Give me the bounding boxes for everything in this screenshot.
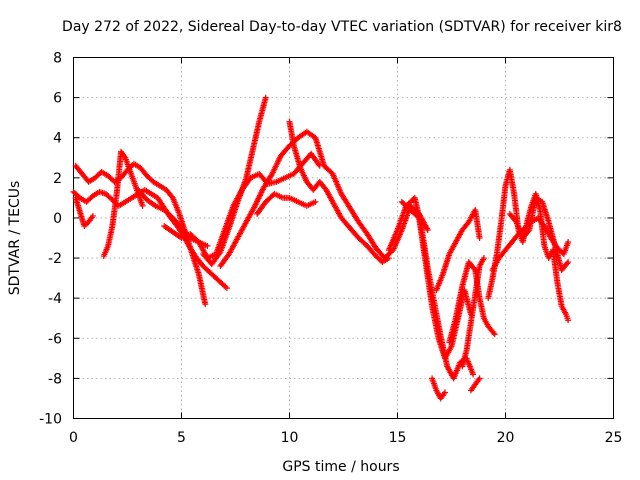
data-point: [385, 255, 392, 262]
series-arc14: [433, 206, 483, 294]
series-arc17: [467, 375, 483, 394]
data-point: [139, 202, 146, 209]
plot-frame: [73, 57, 614, 419]
y-tick-label: 6: [53, 91, 62, 107]
data-point: [424, 226, 431, 233]
data-point: [565, 239, 572, 246]
data-point: [565, 259, 572, 266]
series-arc8: [217, 128, 431, 270]
x-tick-label: 0: [69, 430, 78, 446]
data-point: [480, 255, 487, 262]
y-axis-label: SDTVAR / TECUs: [7, 181, 23, 296]
series-arc3: [72, 194, 96, 229]
x-tick-label: 20: [497, 430, 515, 446]
series-arc15: [446, 259, 498, 346]
x-tick-label: 5: [177, 430, 186, 446]
data-point-fill: [471, 265, 478, 272]
series-arc7: [200, 94, 269, 268]
y-tick-label: 4: [53, 131, 62, 147]
series-arc10: [286, 118, 392, 266]
data-point: [491, 331, 498, 338]
y-tick-label: -2: [48, 251, 62, 267]
data-point: [476, 235, 483, 241]
data-point: [476, 375, 483, 382]
y-tick-label: -6: [48, 331, 62, 347]
y-tick-label: 8: [53, 51, 62, 67]
data-point: [262, 94, 269, 101]
axis-ticks: [73, 57, 614, 419]
data-point: [202, 301, 209, 308]
data-series: [70, 94, 572, 402]
grid: [73, 57, 614, 419]
series-arc16: [459, 255, 487, 370]
data-point: [223, 285, 230, 292]
chart-title: Day 272 of 2022, Sidereal Day-to-day VTE…: [62, 19, 622, 35]
series-arc13: [429, 375, 449, 402]
x-tick-label: 15: [389, 430, 407, 446]
data-point: [565, 317, 572, 324]
series-arc4: [100, 148, 146, 260]
series-arc20: [506, 194, 572, 274]
y-tick-label: -8: [48, 371, 62, 387]
tick-labels: 0 5 10 15 20 25 -10 -8 -6 -4 -2 0 2 4 6 8: [39, 51, 622, 447]
y-tick-label: -4: [48, 291, 62, 307]
data-point: [470, 371, 477, 378]
series-arc18: [485, 166, 572, 324]
y-tick-label: 2: [53, 171, 62, 187]
data-point: [442, 389, 449, 396]
series-arc9: [254, 190, 319, 217]
y-tick-label: -10: [39, 412, 62, 428]
x-tick-label: 25: [605, 430, 623, 446]
y-tick-label: 0: [53, 211, 62, 227]
x-axis-label: GPS time / hours: [282, 459, 399, 475]
data-point: [312, 198, 319, 205]
data-point-fill: [564, 260, 571, 267]
data-point: [89, 212, 96, 219]
data-point: [204, 243, 211, 250]
data-point-fill: [490, 329, 497, 336]
x-tick-label: 10: [281, 430, 299, 446]
